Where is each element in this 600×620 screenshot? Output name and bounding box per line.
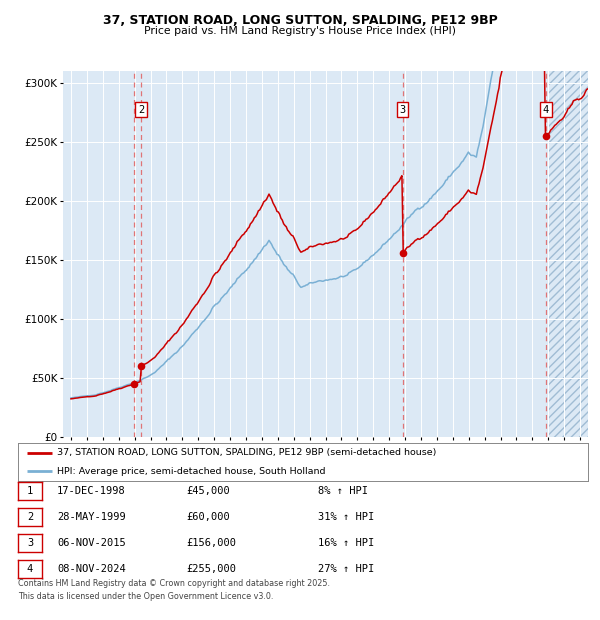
Text: 1: 1: [27, 486, 33, 496]
Text: 16% ↑ HPI: 16% ↑ HPI: [318, 538, 374, 548]
Text: 37, STATION ROAD, LONG SUTTON, SPALDING, PE12 9BP (semi-detached house): 37, STATION ROAD, LONG SUTTON, SPALDING,…: [57, 448, 436, 457]
Text: £60,000: £60,000: [186, 512, 230, 522]
Text: Contains HM Land Registry data © Crown copyright and database right 2025.: Contains HM Land Registry data © Crown c…: [18, 578, 330, 588]
Text: This data is licensed under the Open Government Licence v3.0.: This data is licensed under the Open Gov…: [18, 592, 274, 601]
Text: 28-MAY-1999: 28-MAY-1999: [57, 512, 126, 522]
Bar: [548, 71, 588, 437]
Text: £45,000: £45,000: [186, 486, 230, 496]
Text: 2: 2: [27, 512, 33, 522]
Text: £156,000: £156,000: [186, 538, 236, 548]
Text: 08-NOV-2024: 08-NOV-2024: [57, 564, 126, 574]
Text: 3: 3: [400, 105, 406, 115]
Text: 2: 2: [138, 105, 144, 115]
Text: 4: 4: [543, 105, 549, 115]
Bar: [548, 71, 588, 437]
Text: 31% ↑ HPI: 31% ↑ HPI: [318, 512, 374, 522]
Text: 3: 3: [27, 538, 33, 548]
Text: 27% ↑ HPI: 27% ↑ HPI: [318, 564, 374, 574]
Text: 8% ↑ HPI: 8% ↑ HPI: [318, 486, 368, 496]
Text: 4: 4: [27, 564, 33, 574]
Text: 06-NOV-2015: 06-NOV-2015: [57, 538, 126, 548]
Text: 17-DEC-1998: 17-DEC-1998: [57, 486, 126, 496]
Text: £255,000: £255,000: [186, 564, 236, 574]
Text: Price paid vs. HM Land Registry's House Price Index (HPI): Price paid vs. HM Land Registry's House …: [144, 26, 456, 36]
Text: 37, STATION ROAD, LONG SUTTON, SPALDING, PE12 9BP: 37, STATION ROAD, LONG SUTTON, SPALDING,…: [103, 14, 497, 27]
Text: HPI: Average price, semi-detached house, South Holland: HPI: Average price, semi-detached house,…: [57, 467, 325, 476]
